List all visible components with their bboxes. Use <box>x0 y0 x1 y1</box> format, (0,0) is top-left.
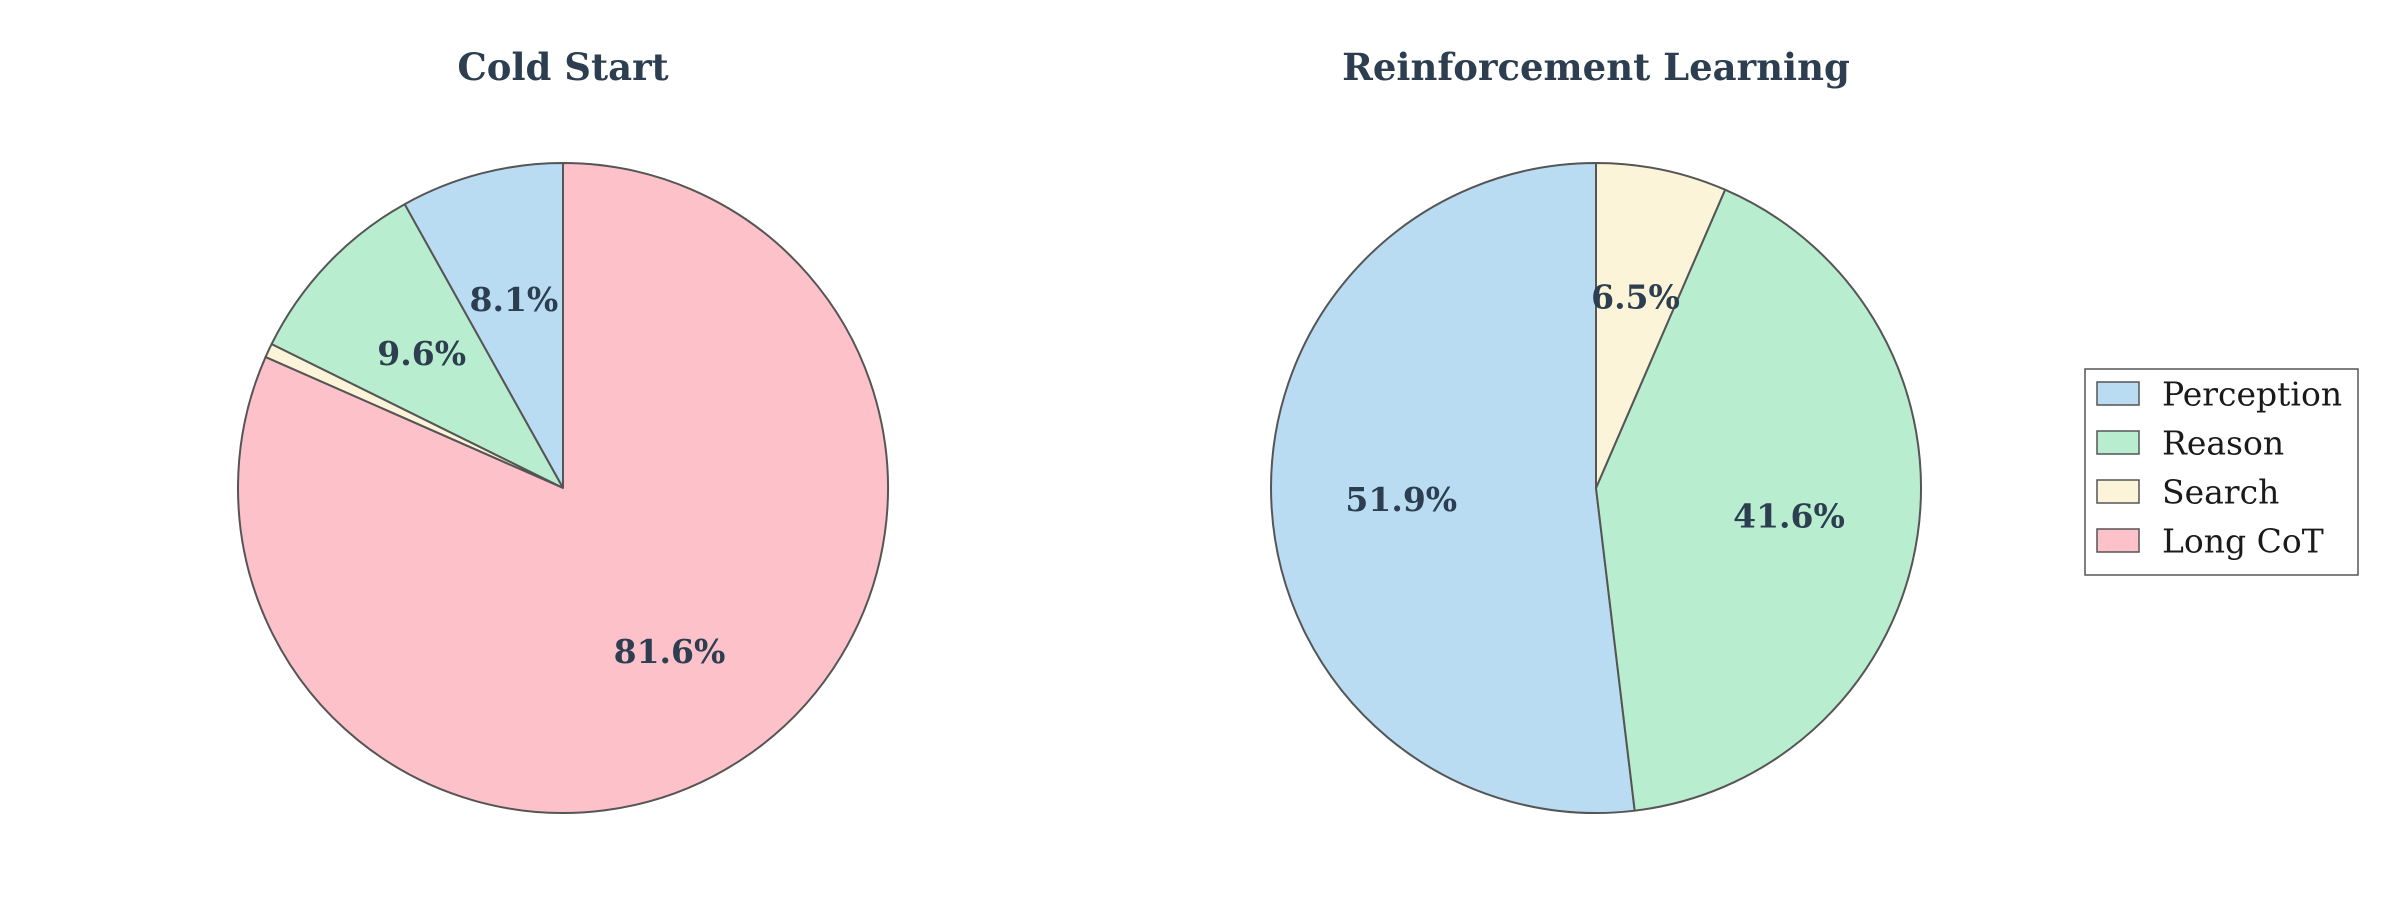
pie-cold-start: Cold Start 8.1%9.6% 81.6% <box>237 45 890 814</box>
legend-swatch-search <box>2096 479 2140 504</box>
chart-title-cold-start: Cold Start <box>457 45 668 89</box>
slice-label-perception: 51.9% <box>1345 480 1457 519</box>
pie-slice-reason <box>270 203 564 489</box>
chart-title-reinforcement-learning: Reinforcement Learning <box>1342 45 1850 89</box>
pie-slice-search <box>1595 162 1727 489</box>
slice-label-reason: 9.6% <box>377 334 466 373</box>
slice-label-reason: 41.6% <box>1733 497 1845 536</box>
legend-label-perception: Perception <box>2162 375 2342 414</box>
slice-label-long-cot: 81.6% <box>614 632 726 671</box>
pie-reinforcement-learning: Reinforcement Learning 51.9% 41.6% 6.5% <box>1270 45 1922 814</box>
legend-label-reason: Reason <box>2162 424 2284 463</box>
legend-label-search: Search <box>2162 473 2279 512</box>
legend-swatch-perception <box>2096 381 2140 406</box>
slice-label-search: 6.5% <box>1591 278 1680 317</box>
legend-swatch-reason <box>2096 430 2140 455</box>
legend: Perception Reason Search Long CoT <box>2084 368 2359 576</box>
legend-label-long-cot: Long CoT <box>2162 522 2324 561</box>
pie-slice-perception <box>403 162 564 489</box>
pie-slice-long-cot <box>237 162 890 814</box>
pie-slice-perception <box>1270 162 1636 814</box>
legend-swatch-long-cot <box>2096 528 2140 553</box>
pie-slice-reason <box>1595 188 1922 812</box>
slice-label-perception: 8.1% <box>470 280 559 319</box>
